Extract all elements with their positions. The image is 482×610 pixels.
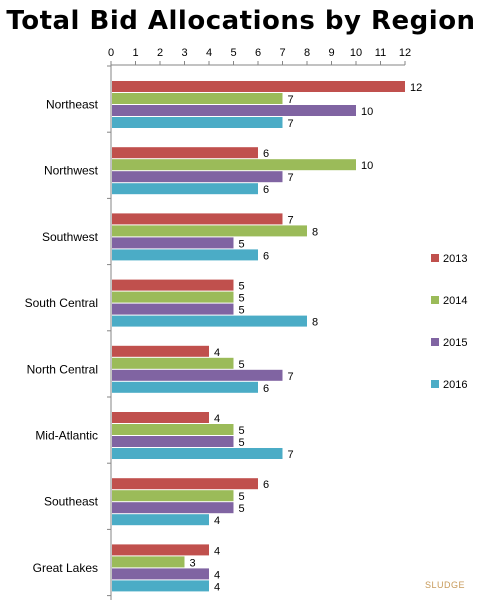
data-label: 5 (239, 238, 245, 250)
data-label: 5 (239, 503, 245, 515)
x-tick-label: 11 (375, 47, 386, 59)
category-label: North Central (27, 362, 98, 376)
data-label: 8 (312, 226, 318, 238)
x-tick-label: 2 (157, 47, 163, 59)
data-label: 5 (239, 425, 245, 437)
bar-2015 (112, 237, 234, 249)
data-label: 5 (239, 437, 245, 449)
category-label: Northwest (44, 164, 99, 178)
x-tick-label: 10 (350, 47, 362, 59)
x-tick-label: 7 (279, 47, 285, 59)
data-label: 5 (239, 359, 245, 371)
bar-2014 (112, 424, 234, 435)
data-label: 7 (288, 94, 294, 106)
bar-2014 (112, 291, 234, 303)
x-tick-label: 5 (230, 47, 236, 59)
bar-2013 (112, 81, 405, 92)
legend-swatch-2015 (431, 338, 439, 346)
data-label: 5 (239, 305, 245, 317)
data-label: 7 (288, 214, 294, 226)
category-label: Great Lakes (33, 561, 98, 575)
legend-swatch-2014 (431, 296, 439, 304)
data-label: 8 (312, 317, 318, 329)
bar-2013 (112, 147, 258, 159)
data-label: 7 (288, 371, 294, 383)
data-label: 7 (288, 118, 294, 130)
data-label: 4 (214, 413, 220, 425)
data-label: 12 (410, 82, 422, 94)
x-tick-label: 3 (181, 47, 187, 59)
legend-label: 2015 (443, 337, 467, 349)
category-label: South Central (25, 296, 98, 310)
bar-2016 (112, 183, 258, 195)
data-label: 4 (214, 515, 220, 527)
legend-label: 2013 (443, 253, 467, 265)
category-label: Northeast (46, 98, 99, 112)
data-label: 4 (214, 545, 220, 557)
bar-2015 (112, 171, 283, 183)
bar-2016 (112, 448, 283, 459)
bar-2016 (112, 117, 283, 128)
data-label: 4 (214, 581, 220, 593)
data-label: 10 (361, 106, 373, 118)
data-label: 3 (190, 557, 196, 569)
data-label: 5 (239, 491, 245, 503)
x-tick-label: 12 (399, 47, 411, 59)
data-label: 10 (361, 160, 373, 172)
category-label: Southwest (42, 230, 99, 244)
bar-2014 (112, 225, 307, 237)
data-label: 5 (239, 281, 245, 293)
bar-2015 (112, 303, 234, 315)
bar-2015 (112, 502, 234, 514)
legend-swatch-2013 (431, 254, 439, 262)
bar-2016 (112, 381, 258, 393)
bar-2014 (112, 357, 234, 369)
category-label: Southeast (44, 495, 99, 509)
legend-swatch-2016 (431, 380, 439, 388)
bar-2015 (112, 369, 283, 381)
bar-2016 (112, 315, 307, 327)
bar-2016 (112, 514, 209, 526)
bar-2015 (112, 436, 234, 447)
data-label: 7 (288, 449, 294, 461)
bar-2013 (112, 478, 258, 490)
data-label: 4 (214, 347, 220, 359)
data-label: 6 (263, 383, 269, 395)
legend-label: 2016 (443, 379, 467, 391)
data-label: 6 (263, 479, 269, 491)
data-label: 4 (214, 569, 220, 581)
chart-title: Total Bid Allocations by Region (6, 6, 476, 36)
x-tick-label: 4 (206, 47, 212, 59)
bar-2015 (112, 568, 209, 580)
data-label: 6 (263, 250, 269, 262)
x-tick-label: 6 (255, 47, 261, 59)
bar-2014 (112, 556, 185, 568)
bar-2013 (112, 544, 209, 556)
watermark-text: SLUDGE (425, 580, 466, 590)
bar-2015 (112, 105, 356, 116)
bar-2016 (112, 580, 209, 592)
x-tick-label: 8 (304, 47, 310, 59)
data-label: 7 (288, 172, 294, 184)
bar-2014 (112, 490, 234, 502)
bar-2014 (112, 93, 283, 104)
bar-2014 (112, 159, 356, 171)
bar-2013 (112, 412, 209, 423)
data-label: 6 (263, 148, 269, 160)
x-tick-label: 1 (132, 47, 138, 59)
bar-2016 (112, 249, 258, 261)
data-label: 5 (239, 293, 245, 305)
bar-2013 (112, 213, 283, 225)
legend-label: 2014 (443, 295, 467, 307)
x-tick-label: 9 (328, 47, 334, 59)
category-label: Mid-Atlantic (35, 429, 98, 443)
bar-2013 (112, 345, 209, 357)
x-tick-label: 0 (108, 47, 114, 59)
data-label: 6 (263, 184, 269, 196)
bar-2013 (112, 279, 234, 291)
